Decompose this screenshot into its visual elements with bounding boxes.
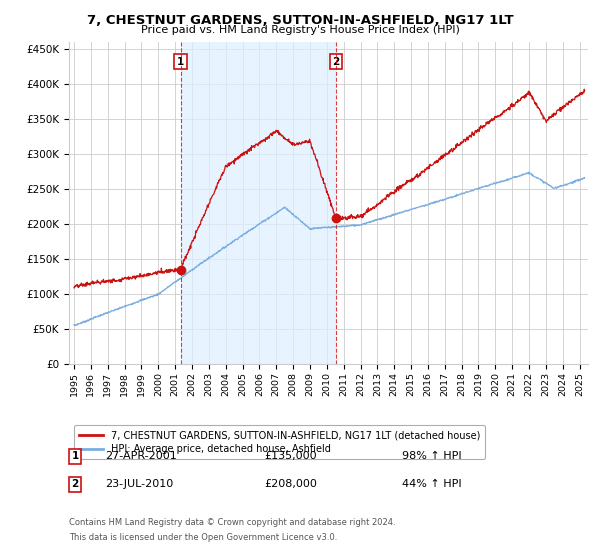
Text: 23-JUL-2010: 23-JUL-2010 (105, 479, 173, 489)
Text: 7, CHESTNUT GARDENS, SUTTON-IN-ASHFIELD, NG17 1LT: 7, CHESTNUT GARDENS, SUTTON-IN-ASHFIELD,… (86, 14, 514, 27)
Text: 2: 2 (71, 479, 79, 489)
Text: 27-APR-2001: 27-APR-2001 (105, 451, 177, 461)
Legend: 7, CHESTNUT GARDENS, SUTTON-IN-ASHFIELD, NG17 1LT (detached house), HPI: Average: 7, CHESTNUT GARDENS, SUTTON-IN-ASHFIELD,… (74, 425, 485, 459)
Text: Contains HM Land Registry data © Crown copyright and database right 2024.: Contains HM Land Registry data © Crown c… (69, 518, 395, 527)
Text: 44% ↑ HPI: 44% ↑ HPI (402, 479, 461, 489)
Text: 1: 1 (177, 57, 184, 67)
Text: 98% ↑ HPI: 98% ↑ HPI (402, 451, 461, 461)
Text: Price paid vs. HM Land Registry's House Price Index (HPI): Price paid vs. HM Land Registry's House … (140, 25, 460, 35)
Bar (181, 42, 336, 364)
Text: £208,000: £208,000 (264, 479, 317, 489)
Text: 1: 1 (71, 451, 79, 461)
Text: 2: 2 (332, 57, 340, 67)
Text: This data is licensed under the Open Government Licence v3.0.: This data is licensed under the Open Gov… (69, 533, 337, 542)
Text: £135,000: £135,000 (264, 451, 317, 461)
